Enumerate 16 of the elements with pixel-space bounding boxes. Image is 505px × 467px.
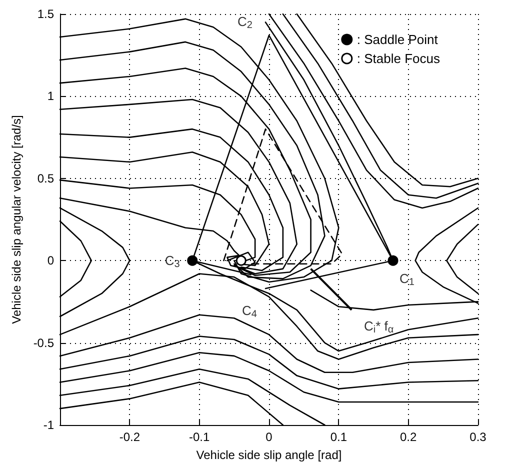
y-tick-label: -0.5 xyxy=(33,336,54,350)
legend-label: : Stable Focus xyxy=(356,51,440,66)
x-tick-label: 0.1 xyxy=(330,430,348,444)
y-tick-label: -1 xyxy=(43,418,54,432)
x-tick-label: 0 xyxy=(266,430,273,444)
y-tick-label: 1.5 xyxy=(37,7,54,21)
x-tick-label: 0.3 xyxy=(470,430,487,444)
x-tick-label: -0.1 xyxy=(188,430,210,444)
x-axis-title: Vehicle side slip angle [rad] xyxy=(196,448,342,462)
y-tick-label: 0.5 xyxy=(37,171,54,186)
y-tick-label: 1 xyxy=(47,89,54,104)
y-tick-label: 0 xyxy=(47,254,54,268)
x-tick-label: -0.2 xyxy=(119,430,140,444)
legend-label: : Saddle Point xyxy=(356,32,438,47)
y-axis-title: Vehicle side slip angular velocity [rad/s] xyxy=(9,115,24,324)
x-tick-label: 0.2 xyxy=(400,430,417,444)
